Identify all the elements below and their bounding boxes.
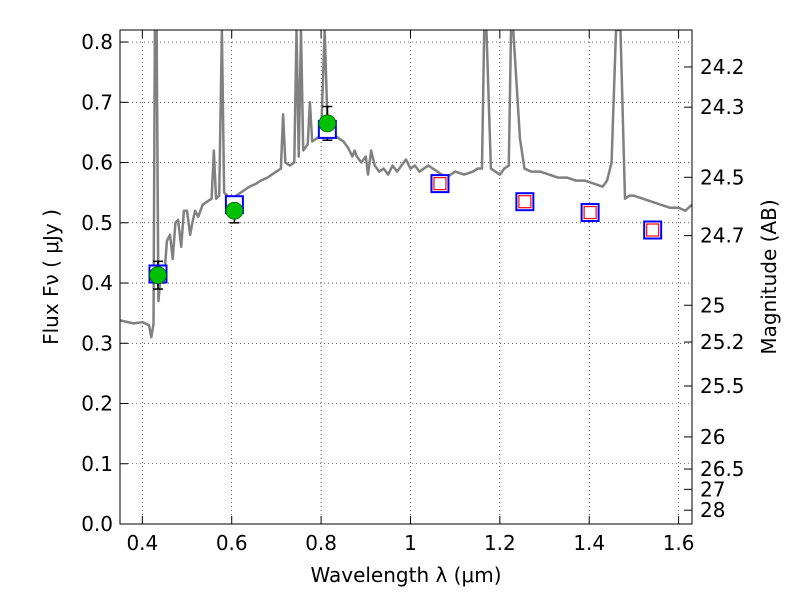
x-tick-label: 1.4	[573, 531, 605, 555]
data-point	[318, 114, 337, 133]
mag-tick-label: 27	[700, 477, 725, 501]
x-tick-label: 0.4	[126, 531, 158, 555]
spectrum-curve	[120, 30, 692, 339]
y-tick-label: 0.1	[81, 452, 113, 476]
mag-tick-label: 24.7	[700, 224, 745, 248]
model-marker-red-square	[583, 205, 597, 220]
y-tick-label: 0.2	[81, 392, 113, 416]
photometry-points	[148, 105, 663, 290]
plot-background	[120, 30, 692, 524]
model-marker-red-square	[646, 223, 660, 237]
y-tick-label: 0.3	[81, 331, 113, 355]
data-point	[149, 266, 167, 285]
x-tick-label: 1.2	[484, 531, 516, 555]
y-tick-label: 0.0	[81, 512, 113, 536]
data-point	[225, 201, 244, 220]
x-axis: 0.4 0.6 0.8 1 1.2 1.4 1.6	[126, 30, 695, 555]
y-tick-label: 0.7	[81, 90, 113, 114]
mag-tick-label: 24.5	[700, 165, 745, 189]
x-axis-title: Wavelength λ (μm)	[310, 563, 501, 587]
mag-tick-label: 24.3	[700, 95, 745, 119]
mag-tick-label: 25.2	[700, 330, 745, 354]
mag-tick-label: 26	[700, 425, 725, 449]
x-tick-label: 0.8	[305, 531, 337, 555]
model-marker-red-square	[518, 195, 532, 209]
y-axis-left: 0.0 0.1 0.2 0.3 0.4 0.5 0.6 0.7 0.8	[81, 30, 128, 536]
y-tick-label: 0.4	[81, 271, 113, 295]
y-tick-label: 0.8	[81, 30, 113, 54]
mag-tick-label: 28	[700, 498, 725, 522]
spectrum-line	[120, 30, 692, 339]
mag-tick-label: 25.5	[700, 374, 745, 398]
x-tick-label: 1.6	[663, 531, 695, 555]
mag-tick-label: 24.2	[700, 55, 745, 79]
plot-frame	[119, 29, 693, 525]
mag-tick-label: 26.5	[700, 457, 745, 481]
y-axis-right-title: Magnitude (AB)	[757, 199, 781, 354]
x-tick-label: 0.6	[216, 531, 248, 555]
model-marker-red-square	[433, 177, 447, 191]
y-axis-title: Flux Fν ( μJy )	[39, 209, 63, 345]
y-tick-label: 0.5	[81, 211, 113, 235]
mag-tick-label: 25	[700, 293, 725, 317]
x-tick-label: 1	[404, 531, 417, 555]
y-tick-label: 0.6	[81, 151, 113, 175]
